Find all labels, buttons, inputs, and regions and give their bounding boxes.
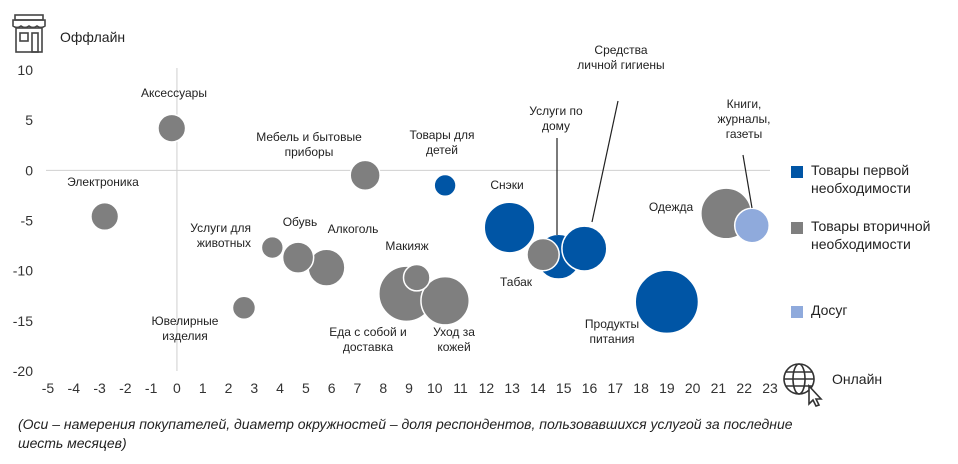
y-tick-label: -15	[13, 313, 33, 329]
x-tick-label: 8	[379, 380, 387, 396]
chart-caption: (Оси – намерения покупателей, диаметр ок…	[18, 416, 793, 451]
leader-line	[591, 100, 619, 223]
y-tick-label: 10	[17, 62, 33, 78]
leader-line	[742, 154, 753, 209]
bubble-label: Продукты питания	[585, 317, 639, 346]
bubble-label: Услуги для животных	[190, 221, 251, 250]
y-tick-label: 5	[25, 112, 33, 128]
bubble	[281, 241, 315, 274]
x-tick-label: 0	[173, 380, 181, 396]
x-tick-label: 12	[479, 380, 495, 396]
x-tick-label: 16	[582, 380, 598, 396]
x-tick-label: 11	[453, 380, 468, 396]
bubble-label: Товары для детей	[409, 128, 474, 157]
bubble-label: Обувь	[283, 215, 318, 229]
x-tick-label: -3	[93, 380, 106, 396]
x-tick-label: 21	[711, 380, 727, 396]
y-tick-label: -10	[13, 263, 33, 279]
y-axis-title: Оффлайн	[60, 29, 125, 45]
leader-lines	[556, 100, 753, 235]
axes: -5 -4 -3 -2 -1 0 1 2 3 4 5 6 7 8 9 10 11 12 13 14 15 16 17 18 19…	[13, 62, 778, 396]
x-axis-title: Онлайн	[832, 371, 882, 387]
bubble	[402, 263, 431, 292]
legend-swatch	[791, 306, 803, 318]
y-tick-label: 0	[25, 162, 33, 178]
bubble	[433, 173, 457, 198]
x-tick-label: 1	[199, 380, 207, 396]
x-tick-label: 20	[685, 380, 701, 396]
globe-cursor-icon	[783, 363, 823, 407]
bubble-label: Макияж	[385, 239, 428, 253]
bubble-label: Еда с собой и доставка	[329, 325, 406, 354]
x-tick-label: 3	[250, 380, 258, 396]
x-tick-label: 4	[276, 380, 284, 396]
bubble-label: Книги, журналы, газеты	[718, 97, 771, 141]
bubbles	[90, 113, 770, 335]
x-tick-label: -4	[68, 380, 81, 396]
x-tick-label: -5	[42, 380, 55, 396]
legend-label: Товары вторичной необходимости	[811, 218, 930, 252]
x-tick-label: 6	[328, 380, 336, 396]
legend-label: Товары первой необходимости	[811, 162, 911, 196]
x-tick-label: 9	[405, 380, 413, 396]
bubble	[561, 225, 608, 272]
bubble	[420, 275, 471, 326]
legend-swatch	[791, 166, 803, 178]
legend-swatch	[791, 222, 803, 234]
bubble	[483, 201, 536, 254]
bubble-label: Электроника	[67, 175, 139, 189]
bubble-label: Одежда	[649, 200, 694, 214]
x-tick-label: 7	[354, 380, 362, 396]
bubble	[90, 201, 120, 232]
bubble	[634, 269, 700, 335]
x-tick-label: 19	[659, 380, 675, 396]
bubble-label: Средства личной гигиены	[577, 43, 664, 72]
bubble-label: Снэки	[490, 178, 523, 192]
bubble	[157, 113, 187, 143]
bubble-label: Ювелирные изделия	[152, 314, 219, 343]
x-tick-label: 2	[225, 380, 233, 396]
bubble	[231, 295, 257, 321]
x-tick-label: -2	[119, 380, 132, 396]
x-tick-label: 10	[427, 380, 443, 396]
y-tick-label: -5	[21, 213, 34, 229]
store-icon	[12, 14, 46, 53]
bubble-label: Алкоголь	[328, 222, 379, 236]
bubble-label: Услуги по дому	[529, 104, 583, 133]
bubble	[526, 237, 560, 272]
bubble-label: Аксессуары	[141, 86, 207, 100]
x-tick-label: 14	[530, 380, 546, 396]
bubble-label: Табак	[500, 275, 533, 289]
x-tick-label: 18	[633, 380, 649, 396]
y-tick-label: -20	[13, 363, 33, 379]
bubble	[260, 235, 285, 260]
x-tick-label: 15	[556, 380, 572, 396]
x-tick-label: -1	[145, 380, 158, 396]
x-tick-label: 22	[736, 380, 752, 396]
bubble-labels: Аксессуары Электроника Мебель и бытовые при…	[67, 43, 770, 354]
bubble	[733, 207, 770, 244]
x-tick-label: 13	[504, 380, 520, 396]
bubble	[349, 159, 381, 192]
legend: Товары первой необходимости Товары вторичн…	[791, 162, 930, 318]
x-tick-label: 23	[762, 380, 778, 396]
x-tick-label: 17	[607, 380, 623, 396]
bubble-label: Уход за кожей	[433, 325, 475, 354]
legend-label: Досуг	[811, 302, 848, 318]
x-tick-label: 5	[302, 380, 310, 396]
bubble-label: Мебель и бытовые приборы	[256, 130, 362, 159]
